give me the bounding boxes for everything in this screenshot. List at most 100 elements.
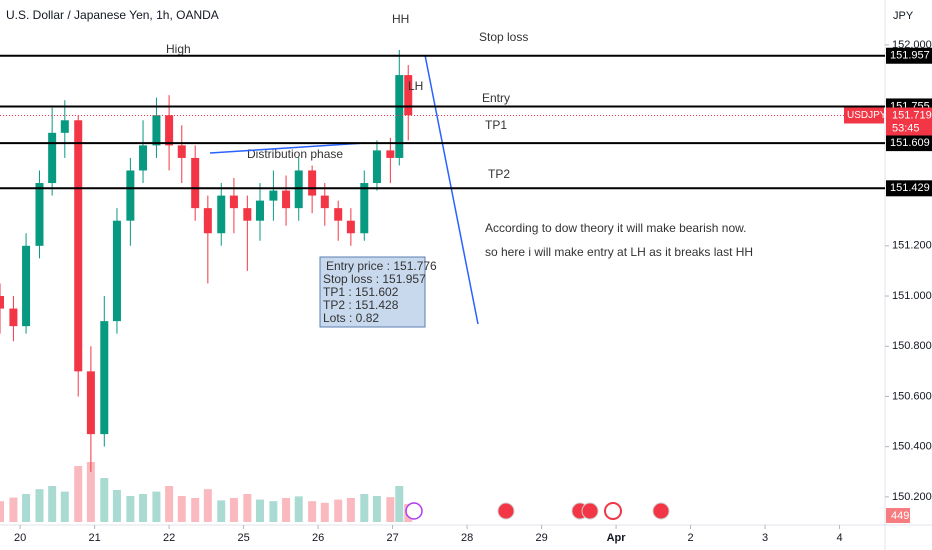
- event-icon[interactable]: [497, 502, 515, 520]
- volume-bar: [165, 486, 174, 522]
- annotation: LH: [408, 79, 423, 93]
- trend-line: [424, 54, 479, 325]
- candle-body: [48, 132, 57, 184]
- event-icon[interactable]: [581, 502, 599, 520]
- volume-bar: [191, 498, 200, 522]
- annotation: According to dow theory it will make bea…: [485, 221, 746, 235]
- candle-body: [86, 371, 95, 435]
- volume-bar: [243, 494, 252, 522]
- x-tick-label: 3: [762, 532, 768, 544]
- volume-bar: [100, 478, 109, 522]
- y-tick-label: 150.800: [892, 340, 932, 352]
- y-tick-label: 150.400: [892, 441, 932, 453]
- event-icons: [405, 502, 670, 520]
- level-label: 151.609: [890, 137, 930, 149]
- x-tick-label: 21: [88, 532, 100, 544]
- candle-body: [334, 208, 343, 221]
- level-label: 151.957: [890, 50, 930, 62]
- candle-body: [320, 195, 329, 209]
- candle-body: [203, 208, 212, 234]
- annotation: Distribution phase: [247, 147, 343, 161]
- volume-bar: [22, 494, 31, 522]
- event-icon[interactable]: [652, 502, 670, 520]
- candle-body: [22, 245, 31, 327]
- candle-body: [243, 208, 252, 221]
- y-tick-label: 151.000: [892, 290, 932, 302]
- x-tick-label: 27: [386, 532, 398, 544]
- volume-bar: [334, 499, 343, 522]
- candle-body: [217, 195, 226, 234]
- info-line: TP2 : 151.428: [323, 298, 399, 312]
- info-line: Entry price : 151.776: [326, 259, 437, 273]
- x-tick-label: 22: [163, 532, 175, 544]
- volume-bar: [60, 491, 69, 522]
- candle-body: [126, 170, 135, 221]
- annotation: Entry: [482, 91, 510, 105]
- x-tick-label: 29: [535, 532, 547, 544]
- volume-bar: [346, 498, 355, 522]
- candle-body: [9, 308, 18, 327]
- last-price-label: 151.719: [892, 109, 932, 121]
- x-tick-label: Apr: [607, 532, 627, 544]
- volume-bar: [126, 496, 135, 522]
- volume-label: 449: [891, 510, 909, 522]
- x-tick-label: 28: [461, 532, 473, 544]
- volume-bar: [177, 496, 186, 522]
- candle-body: [346, 220, 355, 234]
- candle-body: [139, 145, 148, 171]
- volume-bar: [294, 496, 303, 522]
- volume-label-bg: [886, 508, 910, 523]
- volume-bar: [9, 497, 18, 522]
- last-price-bg: [886, 107, 932, 136]
- x-tick-label: 2: [688, 532, 694, 544]
- candle-body: [269, 190, 278, 201]
- volume-bar: [320, 502, 329, 522]
- volume-bar: [255, 499, 264, 522]
- event-icon[interactable]: [405, 502, 423, 520]
- volume-bar: [282, 498, 291, 522]
- volume-bar: [386, 497, 395, 522]
- candle-body: [60, 120, 69, 133]
- candle-body: [294, 170, 303, 209]
- x-tick-label: 25: [237, 532, 249, 544]
- level-label-bg: [886, 180, 932, 197]
- candle-body: [308, 170, 317, 196]
- volume-bar: [395, 486, 404, 522]
- marks: [0, 49, 413, 522]
- volume-bar: [217, 500, 226, 522]
- info-line: Stop loss : 151.957: [323, 272, 426, 286]
- candle-body: [100, 321, 109, 435]
- volume-bar: [112, 490, 121, 522]
- annotation: High: [166, 42, 191, 56]
- volume-bar: [35, 489, 44, 522]
- candle-body: [395, 75, 404, 158]
- info-line: TP1 : 151.602: [323, 285, 399, 299]
- volume-bar: [139, 494, 148, 522]
- candle-body: [372, 150, 381, 184]
- symbol-label-bg: [844, 107, 884, 124]
- candle-body: [152, 115, 161, 146]
- candle-body: [282, 190, 291, 209]
- volume-bar: [372, 496, 381, 522]
- volume-bar: [74, 466, 83, 522]
- candle-body: [112, 220, 121, 322]
- volume-bar: [48, 486, 57, 522]
- volume-bar: [0, 501, 4, 522]
- candle-body: [229, 195, 238, 209]
- volume-bar: [86, 462, 95, 522]
- volume-bar: [203, 489, 212, 522]
- symbol-label: USDJPY: [847, 110, 887, 121]
- annotation: TP1: [485, 118, 507, 132]
- annotation: so here i will make entry at LH as it br…: [485, 245, 753, 259]
- candle-body: [404, 75, 413, 116]
- y-tick-label: 150.200: [892, 491, 932, 503]
- event-icon[interactable]: [604, 502, 622, 520]
- candle-body: [74, 120, 83, 372]
- candle-body: [165, 115, 174, 146]
- annotation: TP2: [488, 167, 510, 181]
- info-box: [319, 256, 426, 328]
- countdown: 53:45: [892, 122, 920, 134]
- candle-body: [0, 296, 4, 309]
